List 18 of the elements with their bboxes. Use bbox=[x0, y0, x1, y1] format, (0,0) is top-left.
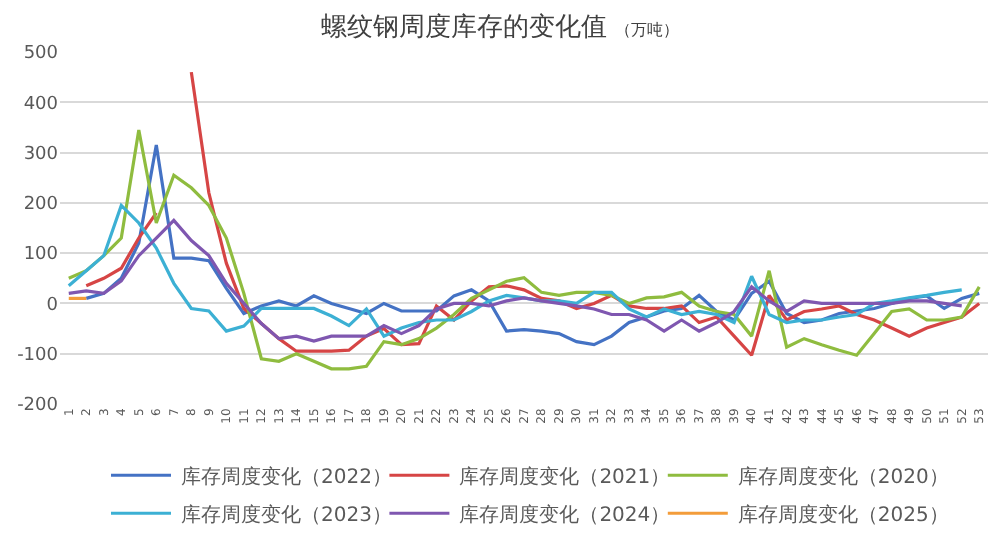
line-series bbox=[84, 143, 981, 347]
legend-label: 库存周度变化（2020） bbox=[737, 465, 949, 490]
line-series bbox=[67, 128, 981, 371]
legend-label: 库存周度变化（2025） bbox=[737, 503, 949, 528]
y-tick-label: 500 bbox=[23, 44, 59, 65]
legend-label: 库存周度变化（2021） bbox=[459, 465, 671, 490]
y-tick-label: 400 bbox=[23, 94, 59, 115]
y-tick-label: 300 bbox=[23, 144, 59, 165]
legend-label: 库存周度变化（2024） bbox=[459, 503, 671, 528]
legend-label: 库存周度变化（2023） bbox=[181, 503, 392, 528]
y-tick-label: -200 bbox=[17, 396, 59, 417]
y-tick-label: -100 bbox=[17, 346, 59, 367]
y-tick-label: 200 bbox=[23, 195, 59, 216]
chart-subtitle: （万吨） bbox=[615, 20, 680, 39]
chart-title: 螺纹钢周度库存的变化值 bbox=[320, 12, 607, 43]
legend-label: 库存周度变化（2022） bbox=[181, 465, 392, 490]
y-tick-label: 0 bbox=[46, 295, 59, 316]
y-tick-label: 100 bbox=[23, 245, 59, 266]
